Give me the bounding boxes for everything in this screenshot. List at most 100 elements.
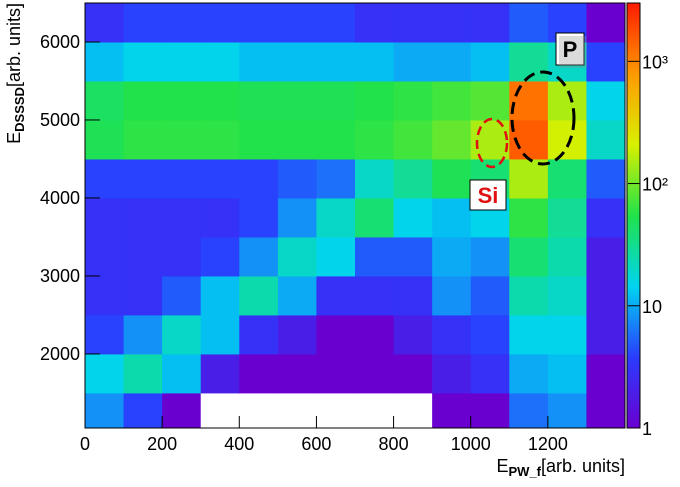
heatmap-cell xyxy=(277,275,317,316)
y-label-main: E xyxy=(4,132,24,144)
x-tick-label: 1200 xyxy=(528,434,568,454)
heatmap-cell xyxy=(432,119,472,160)
heatmap-cell xyxy=(316,80,356,121)
heatmap-cell xyxy=(239,158,279,199)
heatmap-cell xyxy=(432,80,472,121)
heatmap-cell xyxy=(85,353,125,394)
heatmap-cell xyxy=(586,353,625,394)
heatmap-cell xyxy=(509,3,549,43)
z-tick-label: 1 xyxy=(642,419,652,439)
heatmap-cell xyxy=(432,197,472,238)
y-label-sub: DSSSD xyxy=(12,87,27,132)
x-tick-label: 400 xyxy=(224,434,254,454)
heatmap-cell xyxy=(277,236,317,277)
heatmap-cell xyxy=(162,41,202,82)
heatmap-cell xyxy=(547,80,587,121)
heatmap-cell xyxy=(123,392,163,428)
heatmap-cell xyxy=(85,158,125,199)
heatmap-cell xyxy=(586,314,625,355)
heatmap-cell xyxy=(277,392,317,428)
heatmap-cell xyxy=(239,119,279,160)
heatmap-cell xyxy=(85,392,125,428)
heatmap-cell xyxy=(355,41,395,82)
heatmap-cell xyxy=(239,197,279,238)
heatmap-cell xyxy=(586,80,625,121)
heatmap-cell xyxy=(123,275,163,316)
heatmap-cell xyxy=(470,236,510,277)
heatmap-cell xyxy=(547,275,587,316)
heatmap-cell xyxy=(162,119,202,160)
heatmap-cell xyxy=(470,41,510,82)
heatmap-cell xyxy=(316,236,356,277)
heatmap-cell xyxy=(432,3,472,43)
heatmap-cell xyxy=(393,41,433,82)
heatmap-cell xyxy=(470,275,510,316)
heatmap-cell xyxy=(432,353,472,394)
heatmap-cell xyxy=(509,158,549,199)
heatmap-cell xyxy=(586,236,625,277)
p-shadow xyxy=(559,36,587,68)
heatmap-cell xyxy=(200,236,240,277)
si-ellipse xyxy=(475,117,509,169)
heatmap-cell xyxy=(277,314,317,355)
annotation: Si xyxy=(478,183,499,208)
heatmap-cell xyxy=(85,119,125,160)
y-tick-label: 4000 xyxy=(40,188,80,208)
heatmap-cell xyxy=(393,80,433,121)
heatmap-cell xyxy=(123,119,163,160)
heatmap-cell xyxy=(162,197,202,238)
heatmap-cell xyxy=(586,41,625,82)
heatmap-cell xyxy=(239,353,279,394)
heatmap-cell xyxy=(316,392,356,428)
annotation: P xyxy=(563,37,578,62)
heatmap-cell xyxy=(85,236,125,277)
heatmap-cell xyxy=(393,119,433,160)
heatmap-cell xyxy=(509,392,549,428)
y-tick-label: 6000 xyxy=(40,32,80,52)
heatmap-cell xyxy=(586,392,625,428)
heatmap-cell xyxy=(470,3,510,43)
x-label-sub: PW_f xyxy=(508,464,541,479)
heatmap-cell xyxy=(200,80,240,121)
z-tick-label: 10³ xyxy=(642,52,668,72)
y-tick-label: 5000 xyxy=(40,110,80,130)
heatmap-cell xyxy=(316,275,356,316)
heatmap-cell xyxy=(355,353,395,394)
colorbar xyxy=(626,2,641,429)
heatmap-cell xyxy=(316,119,356,160)
z-tick-label: 10 xyxy=(642,297,662,317)
x-tick-label: 800 xyxy=(379,434,409,454)
x-tick-label: 200 xyxy=(147,434,177,454)
heatmap-cell xyxy=(316,314,356,355)
heatmap-cell xyxy=(277,158,317,199)
heatmap-cell xyxy=(123,236,163,277)
heatmap-cell xyxy=(123,314,163,355)
heatmap-cell xyxy=(432,41,472,82)
heatmap-cell xyxy=(432,392,472,428)
plot-frame xyxy=(84,2,626,429)
heatmap-cell xyxy=(239,392,279,428)
heatmap-cell xyxy=(123,197,163,238)
heatmap-cell xyxy=(355,275,395,316)
heatmap xyxy=(85,3,625,428)
heatmap-cell xyxy=(393,392,433,428)
heatmap-cell xyxy=(277,353,317,394)
x-label-unit: [arb. units] xyxy=(541,456,625,476)
heatmap-cell xyxy=(316,41,356,82)
heatmap-cell xyxy=(162,314,202,355)
heatmap-cell xyxy=(586,275,625,316)
si-box xyxy=(469,179,507,211)
heatmap-cell xyxy=(162,3,202,43)
heatmap-cell xyxy=(239,236,279,277)
heatmap-cell xyxy=(277,3,317,43)
x-axis-label: EPW_f[arb. units] xyxy=(496,456,625,479)
heatmap-cell xyxy=(586,158,625,199)
y-tick-label: 3000 xyxy=(40,266,80,286)
heatmap-cell xyxy=(393,314,433,355)
heatmap-cell xyxy=(432,314,472,355)
heatmap-cell xyxy=(355,119,395,160)
heatmap-cell xyxy=(316,353,356,394)
heatmap-cell xyxy=(200,119,240,160)
heatmap-cell xyxy=(200,3,240,43)
x-tick-label: 1000 xyxy=(451,434,491,454)
